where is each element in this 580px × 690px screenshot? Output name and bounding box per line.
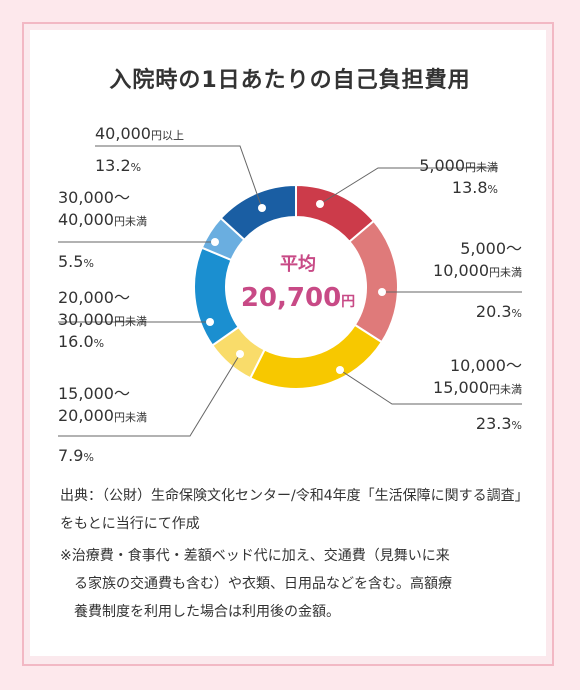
slice-percent-label: 16.0% [58,332,105,351]
slice-percent-label: 20.3% [475,302,522,321]
slice-percent-label: 23.3% [475,414,522,433]
note-line: 養費制度を利用した場合は利用後の金額。 [74,604,340,620]
leader-line [95,145,263,209]
leader-dot [378,288,386,296]
chart-title: 入院時の1日あたりの自己負担費用 [109,68,471,93]
leader-line [58,353,241,437]
note-line: る家族の交通費も含む）や衣類、日用品などを含む。高額療 [74,576,452,592]
slice-range-label: 30,000～ [58,188,130,207]
slice-range-label: 40,000円以上 [95,124,184,143]
leader-dot [206,318,214,326]
donut-slice [248,323,384,390]
slice-percent-label: 7.9% [58,446,94,465]
slice-range-label: 15,000円未満 [433,378,522,397]
slice-range-label: 5,000～ [460,239,522,258]
slice-range-label: 5,000円未満 [419,156,498,175]
leader-dot [258,204,266,212]
leader-line [319,167,498,205]
slice-range-label: 20,000～ [58,288,130,307]
donut-slice [347,219,399,344]
leader-dot [211,238,219,246]
slice-range-label: 15,000～ [58,384,130,403]
content-panel [30,30,546,656]
slice-range-label: 40,000円未満 [58,210,147,229]
donut-slice [219,183,297,242]
center-value: 20,700円 [240,283,356,313]
slice-percent-label: 5.5% [58,252,94,271]
slice-range-label: 10,000円未満 [433,261,522,280]
source-text: 出典：（公財）生命保険文化センター/令和4年度「生活保障に関する調査」をもとに当… [60,488,529,532]
slice-percent-label: 13.8% [451,178,498,197]
center-label: 平均 [280,254,316,275]
leader-dot [316,200,324,208]
slice-range-label: 30,000円未満 [58,310,147,329]
slice-range-label: 20,000円未満 [58,406,147,425]
leader-dot [336,366,344,374]
leader-dot [236,350,244,358]
notes: ※治療費・食事代・差額ベッド代に加え、交通費（見舞いに来 る家族の交通費も含む）… [60,542,530,626]
slice-percent-label: 13.2% [95,156,142,175]
note-line: ※治療費・食事代・差額ベッド代に加え、交通費（見舞いに来 [60,548,450,564]
slice-range-label: 10,000～ [450,356,522,375]
leader-line [339,369,522,405]
